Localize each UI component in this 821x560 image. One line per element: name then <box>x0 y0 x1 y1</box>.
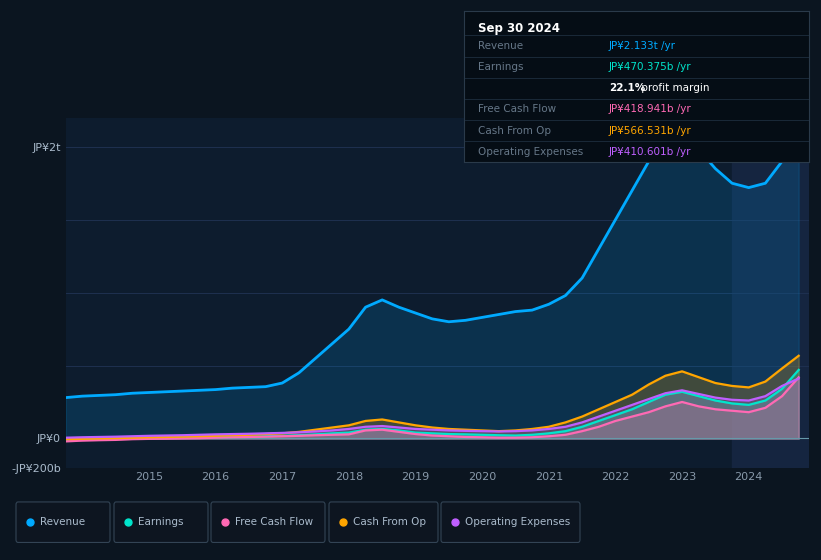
Text: JP¥410.601b /yr: JP¥410.601b /yr <box>608 147 691 157</box>
FancyBboxPatch shape <box>329 502 438 543</box>
Text: Revenue: Revenue <box>478 41 523 51</box>
FancyBboxPatch shape <box>114 502 208 543</box>
Text: Operating Expenses: Operating Expenses <box>465 517 571 527</box>
FancyBboxPatch shape <box>211 502 325 543</box>
Text: Revenue: Revenue <box>40 517 85 527</box>
Text: Sep 30 2024: Sep 30 2024 <box>478 22 560 35</box>
Text: Operating Expenses: Operating Expenses <box>478 147 583 157</box>
Text: JP¥418.941b /yr: JP¥418.941b /yr <box>608 105 691 114</box>
Text: JP¥566.531b /yr: JP¥566.531b /yr <box>608 125 691 136</box>
Text: JP¥470.375b /yr: JP¥470.375b /yr <box>608 62 691 72</box>
Text: profit margin: profit margin <box>638 83 709 94</box>
Text: Earnings: Earnings <box>138 517 184 527</box>
Text: Free Cash Flow: Free Cash Flow <box>478 105 556 114</box>
Text: Free Cash Flow: Free Cash Flow <box>235 517 313 527</box>
Text: Earnings: Earnings <box>478 62 523 72</box>
Text: Cash From Op: Cash From Op <box>478 125 551 136</box>
FancyBboxPatch shape <box>441 502 580 543</box>
FancyBboxPatch shape <box>16 502 110 543</box>
Text: Cash From Op: Cash From Op <box>353 517 426 527</box>
Bar <box>732 118 809 468</box>
Text: 22.1%: 22.1% <box>608 83 645 94</box>
Text: JP¥2.133t /yr: JP¥2.133t /yr <box>608 41 676 51</box>
